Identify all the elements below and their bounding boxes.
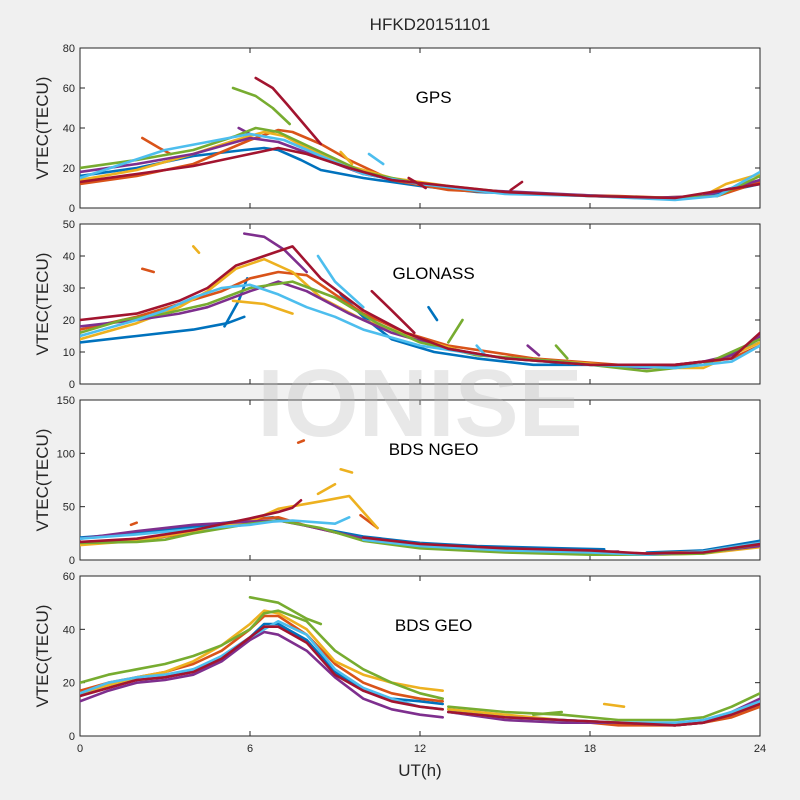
y-axis-label: VTEC(TECU) bbox=[33, 605, 52, 708]
series-line-6 bbox=[80, 516, 351, 540]
y-tick-label: 0 bbox=[69, 555, 75, 567]
series-line-5 bbox=[231, 86, 291, 126]
series-group-gps bbox=[80, 76, 760, 202]
y-tick-label: 30 bbox=[63, 283, 75, 295]
x-axis-label: UT(h) bbox=[398, 761, 441, 780]
panel-label-bds-geo: BDS GEO bbox=[395, 616, 472, 635]
series-line-3 bbox=[339, 468, 354, 474]
y-tick-label: 50 bbox=[63, 219, 75, 231]
panel-label-glonass: GLONASS bbox=[392, 264, 474, 283]
x-tick-label: 18 bbox=[584, 743, 596, 755]
x-tick-label: 0 bbox=[77, 743, 83, 755]
series-line-1 bbox=[427, 305, 439, 322]
series-line-6 bbox=[367, 152, 385, 166]
panel-gps: 0 20 40 60 80 VTEC(TECU) GPS bbox=[33, 43, 761, 215]
panel-bds-ngeo: 0 50 100 150 VTEC(TECU) BDS NGEO bbox=[33, 395, 761, 567]
axes-box-glonass bbox=[79, 223, 761, 385]
figure-title: HFKD20151101 bbox=[370, 15, 491, 34]
series-line-7 bbox=[370, 289, 416, 335]
series-line-7 bbox=[407, 176, 427, 190]
series-line-2 bbox=[141, 267, 155, 274]
series-line-2 bbox=[296, 439, 306, 444]
series-line-4 bbox=[237, 126, 252, 136]
series-line-7 bbox=[80, 625, 444, 711]
y-tick-label: 60 bbox=[63, 571, 75, 583]
y-tick-label: 10 bbox=[63, 347, 75, 359]
y-tick-label: 100 bbox=[57, 448, 75, 460]
y-axis-label: VTEC(TECU) bbox=[33, 77, 52, 180]
series-line-5 bbox=[447, 318, 464, 344]
series-line-2 bbox=[129, 521, 138, 527]
y-tick-label: 40 bbox=[63, 123, 75, 135]
series-line-6 bbox=[316, 254, 365, 309]
series-line-7 bbox=[509, 180, 524, 192]
y-tick-label: 60 bbox=[63, 83, 75, 95]
axes-box-bds-geo bbox=[79, 575, 761, 737]
series-line-6 bbox=[80, 620, 444, 711]
y-tick-label: 20 bbox=[63, 315, 75, 327]
y-tick-label: 20 bbox=[63, 163, 75, 175]
series-line-5 bbox=[248, 596, 323, 626]
series-line-7 bbox=[80, 499, 303, 544]
y-tick-label: 20 bbox=[63, 678, 75, 690]
series-line-7 bbox=[80, 146, 760, 200]
panel-label-bds-ngeo: BDS NGEO bbox=[389, 440, 479, 459]
y-axis-label: VTEC(TECU) bbox=[33, 253, 52, 356]
series-line-1 bbox=[339, 293, 760, 370]
y-tick-label: 0 bbox=[69, 379, 75, 391]
watermark: IONISE bbox=[257, 350, 582, 457]
series-line-4 bbox=[526, 344, 541, 357]
series-line-7 bbox=[447, 702, 760, 727]
series-line-7 bbox=[362, 536, 760, 555]
series-line-5 bbox=[554, 344, 569, 360]
series-line-3 bbox=[231, 299, 294, 315]
panel-glonass: 0 10 20 30 40 50 VTEC(TECU) GLONASS bbox=[33, 219, 761, 391]
y-tick-label: 0 bbox=[69, 731, 75, 743]
panel-bds-geo: 0 6 12 18 24 0 20 40 60 VTEC(TECU) BDS GEO bbox=[33, 571, 766, 755]
series-line-2 bbox=[141, 136, 172, 156]
series-line-1 bbox=[80, 315, 246, 344]
series-line-5 bbox=[532, 710, 563, 716]
series-group-glonass bbox=[80, 232, 760, 373]
series-line-3 bbox=[602, 702, 626, 708]
series-group-bds-geo bbox=[80, 596, 760, 727]
series-line-6 bbox=[80, 283, 760, 370]
series-group-bds-ngeo bbox=[80, 439, 760, 556]
y-tick-label: 50 bbox=[63, 502, 75, 514]
series-line-5 bbox=[80, 609, 444, 700]
panel-label-gps: GPS bbox=[416, 88, 452, 107]
series-line-7 bbox=[80, 245, 760, 367]
series-line-5 bbox=[80, 280, 760, 373]
series-line-7 bbox=[254, 76, 323, 146]
series-line-4 bbox=[80, 630, 444, 719]
x-tick-label: 6 bbox=[247, 743, 253, 755]
y-tick-label: 40 bbox=[63, 624, 75, 636]
y-tick-label: 80 bbox=[63, 43, 75, 55]
y-tick-label: 40 bbox=[63, 251, 75, 263]
series-line-5 bbox=[447, 692, 760, 722]
series-line-3 bbox=[192, 245, 201, 255]
y-axis-label: VTEC(TECU) bbox=[33, 429, 52, 532]
x-tick-label: 12 bbox=[414, 743, 426, 755]
series-line-3 bbox=[339, 150, 354, 166]
series-line-3 bbox=[316, 483, 337, 496]
x-tick-label: 24 bbox=[754, 743, 766, 755]
series-line-4 bbox=[243, 232, 308, 274]
y-tick-label: 0 bbox=[69, 203, 75, 215]
y-tick-label: 150 bbox=[57, 395, 75, 407]
